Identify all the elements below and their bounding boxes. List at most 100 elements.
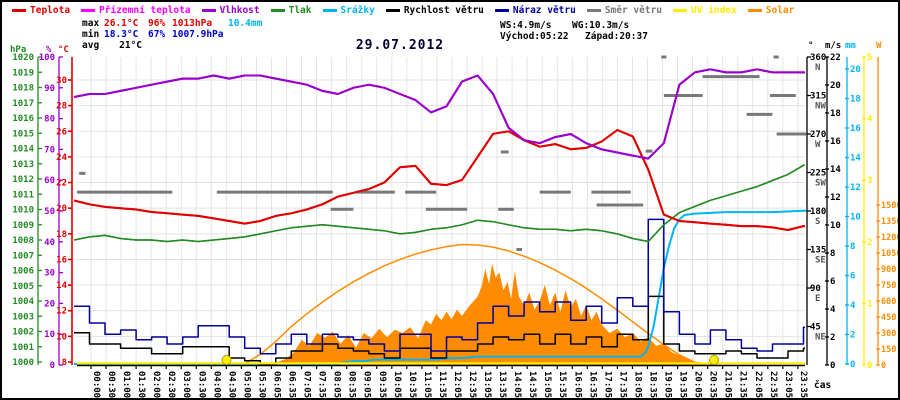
x-tick-label: 11:05: [422, 371, 432, 398]
x-tick-label: 10:35: [407, 371, 417, 398]
x-tick-label: 15:35: [557, 371, 567, 398]
legend-label: Směr větru: [604, 5, 663, 16]
series-ms-gust: [74, 218, 805, 355]
uv-tick-label: 5: [867, 53, 872, 63]
temperature-tick-label: 30: [56, 76, 67, 86]
x-tick-label: 04:30: [226, 371, 236, 398]
series-ms-line: [74, 295, 805, 366]
x-tick-label: 02:30: [166, 371, 176, 398]
legend-item-3: Vlhkost: [201, 5, 260, 16]
legend-swatch-icon: [494, 9, 509, 12]
wind-tick-label: 12: [830, 193, 841, 203]
wind-tick-label: 22: [830, 53, 841, 63]
legend-item-9: UV index: [673, 5, 737, 16]
solar-tick-label: 1050: [881, 249, 900, 259]
x-tick-label: 11:35: [437, 371, 447, 398]
x-tick-label: 01:00: [121, 371, 131, 398]
x-tick-label: 04:00: [211, 371, 221, 398]
uv-tick-label: 3: [867, 176, 872, 186]
legend-swatch-icon: [586, 9, 601, 12]
pressure-tick-label: 1000: [12, 358, 34, 368]
temperature-tick-label: 28: [56, 102, 67, 112]
x-tick-label: 19:35: [678, 371, 688, 398]
temperature-tick-label: 14: [56, 281, 67, 291]
x-tick-label: 17:35: [617, 371, 627, 398]
direction-tick-label: 225: [810, 168, 826, 178]
temperature-tick-label: 24: [56, 153, 67, 163]
humidity-tick-label: 70: [44, 145, 55, 155]
avg-label: avg: [82, 40, 100, 51]
x-tick-label: 20:35: [708, 371, 718, 398]
x-tick-label: 07:05: [302, 371, 312, 398]
temperature-tick-label: 18: [56, 230, 67, 240]
uv-tick-label: 0: [867, 361, 872, 371]
direction-name-label: N: [815, 63, 820, 73]
x-tick-label: 22:05: [753, 371, 763, 398]
humidity-tick-label: 30: [44, 269, 55, 279]
humidity-axis-header: %: [46, 45, 52, 55]
rain-tick-label: 20: [850, 65, 861, 75]
max-temperature: 26.1°C: [104, 18, 139, 29]
legend-swatch-icon: [201, 9, 216, 12]
direction-tick-label: 270: [810, 130, 826, 140]
series-solar-theoretical: [240, 243, 716, 366]
wind-speed-max: WS:4.9m/s: [500, 20, 552, 31]
humidity-tick-label: 40: [44, 238, 55, 248]
wind-tick-label: 14: [830, 165, 841, 175]
stats-row-min: min 18.3°C 67% 1007.9hPa: [82, 29, 262, 40]
chart-title: 29.07.2012: [355, 38, 445, 53]
x-tick-label: 19:05: [663, 371, 673, 398]
solar-tick-label: 150: [881, 345, 896, 355]
temperature-tick-label: 16: [56, 255, 67, 265]
rain-tick-label: 2: [850, 331, 855, 341]
stats-summary: max 26.1°C 96% 1013hPa 10.4mm min 18.3°C 67% 10…: [82, 18, 262, 51]
sunrise-time: Východ:05:22: [500, 31, 569, 42]
x-axis-title: čas: [814, 380, 831, 391]
legend-item-2: Přízemní teplota: [81, 5, 191, 16]
humidity-tick-label: 0: [50, 361, 55, 371]
solar-tick-label: 0: [881, 361, 886, 371]
pressure-tick-label: 1013: [12, 160, 34, 170]
humidity-tick-label: 50: [44, 207, 55, 217]
rain-total: 10.4mm: [228, 18, 263, 29]
direction-tick-label: 180: [810, 207, 826, 217]
pressure-tick-label: 1016: [12, 114, 34, 124]
max-pressure: 1013hPa: [172, 18, 213, 29]
x-tick-label: 15:05: [542, 371, 552, 398]
x-tick-label: 18:05: [632, 371, 642, 398]
pressure-tick-label: 1006: [12, 267, 34, 277]
legend-label: Rychlost větru: [403, 5, 484, 16]
direction-name-label: SW: [815, 178, 826, 188]
series-pres: [73, 164, 805, 243]
legend-item-8: Směr větru: [586, 5, 663, 16]
rain-tick-label: 16: [850, 124, 861, 134]
x-tick-label: 17:05: [602, 371, 612, 398]
direction-tick-label: 90: [810, 284, 821, 294]
pressure-tick-label: 1017: [12, 99, 34, 109]
x-tick-label: 22:35: [768, 371, 778, 398]
solar-tick-label: 450: [881, 313, 896, 323]
temperature-axis-header: °C: [58, 45, 69, 55]
direction-tick-label: 45: [810, 322, 821, 332]
pressure-tick-label: 1003: [12, 312, 34, 322]
legend-label: Vlhkost: [219, 5, 260, 16]
x-tick-label: 02:00: [151, 371, 161, 398]
legend-label: Srážky: [340, 5, 375, 16]
solar-tick-label: 1350: [881, 217, 900, 227]
direction-name-label: NE: [815, 332, 826, 342]
wind-tick-label: 2: [830, 333, 835, 343]
x-tick-label: 06:05: [271, 371, 281, 398]
pressure-tick-label: 1005: [12, 282, 34, 292]
temperature-tick-label: 26: [56, 127, 67, 137]
temperature-tick-label: 8: [62, 358, 67, 368]
wind-tick-label: 0: [830, 361, 835, 371]
legend-swatch-icon: [81, 9, 96, 12]
legend-swatch-icon: [12, 9, 26, 12]
sunset-time: Západ:20:37: [585, 31, 648, 42]
humidity-tick-label: 10: [44, 330, 55, 340]
direction-name-label: W: [815, 140, 821, 150]
rain-tick-label: 0: [850, 360, 855, 370]
x-tick-label: 07:35: [317, 371, 327, 398]
